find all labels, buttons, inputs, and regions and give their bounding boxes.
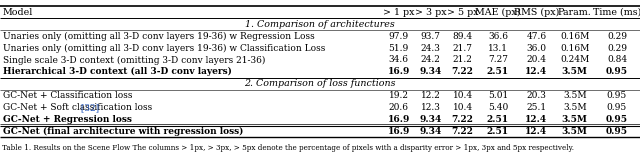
Text: 3.5M: 3.5M <box>562 67 588 76</box>
Text: 2.51: 2.51 <box>487 115 509 124</box>
Text: 0.95: 0.95 <box>606 115 628 124</box>
Text: 20.6: 20.6 <box>388 103 409 112</box>
Text: 7.22: 7.22 <box>452 127 474 136</box>
Text: 0.16M: 0.16M <box>560 32 589 41</box>
Text: 20.4: 20.4 <box>526 55 547 64</box>
Text: Model: Model <box>3 8 33 17</box>
Text: 97.9: 97.9 <box>388 32 409 41</box>
Text: 0.95: 0.95 <box>606 67 628 76</box>
Text: 0.24M: 0.24M <box>560 55 589 64</box>
Text: 21.2: 21.2 <box>452 55 473 64</box>
Text: 7.22: 7.22 <box>452 67 474 76</box>
Text: 9.34: 9.34 <box>420 67 442 76</box>
Text: 47.6: 47.6 <box>526 32 547 41</box>
Text: 36.0: 36.0 <box>526 44 547 53</box>
Text: Single scale 3-D context (omitting 3-D conv layers 21-36): Single scale 3-D context (omitting 3-D c… <box>3 55 265 64</box>
Text: 13.1: 13.1 <box>488 44 508 53</box>
Text: 5.40: 5.40 <box>488 103 508 112</box>
Text: 0.84: 0.84 <box>607 55 627 64</box>
Text: 89.4: 89.4 <box>452 32 473 41</box>
Text: 16.9: 16.9 <box>388 67 410 76</box>
Text: 0.95: 0.95 <box>607 103 627 112</box>
Text: 16.9: 16.9 <box>388 127 410 136</box>
Text: 2.51: 2.51 <box>487 67 509 76</box>
Text: > 3 px: > 3 px <box>415 8 447 17</box>
Text: GC-Net (final architecture with regression loss): GC-Net (final architecture with regressi… <box>3 127 243 136</box>
Text: > 1 px: > 1 px <box>383 8 415 17</box>
Text: 12.4: 12.4 <box>525 127 547 136</box>
Text: 24.3: 24.3 <box>420 44 441 53</box>
Text: Table 1. Results on the Scene Flow The columns > 1px, > 3px, > 5px denote the pe: Table 1. Results on the Scene Flow The c… <box>2 144 574 152</box>
Text: GC-Net + Soft classification loss: GC-Net + Soft classification loss <box>3 103 152 112</box>
Text: > 5 px: > 5 px <box>447 8 479 17</box>
Text: 9.34: 9.34 <box>420 127 442 136</box>
Text: 2.51: 2.51 <box>487 127 509 136</box>
Text: 16.9: 16.9 <box>388 115 410 124</box>
Text: 10.4: 10.4 <box>452 103 473 112</box>
Text: 24.2: 24.2 <box>420 55 441 64</box>
Text: Unaries only (omitting all 3-D conv layers 19-36) w Regression Loss: Unaries only (omitting all 3-D conv laye… <box>3 32 314 41</box>
Text: 9.34: 9.34 <box>420 115 442 124</box>
Text: 1. Comparison of architectures: 1. Comparison of architectures <box>245 20 395 29</box>
Text: 51.9: 51.9 <box>388 44 409 53</box>
Text: 3.5M: 3.5M <box>563 91 586 100</box>
Text: RMS (px): RMS (px) <box>514 8 559 17</box>
Text: 3.5M: 3.5M <box>562 115 588 124</box>
Text: 10.4: 10.4 <box>452 91 473 100</box>
Text: 5.01: 5.01 <box>488 91 508 100</box>
Text: 0.95: 0.95 <box>606 127 628 136</box>
Text: [32]: [32] <box>77 103 99 112</box>
Text: 36.6: 36.6 <box>488 32 508 41</box>
Text: 12.3: 12.3 <box>420 103 441 112</box>
Text: 20.3: 20.3 <box>526 91 547 100</box>
Text: 12.4: 12.4 <box>525 115 547 124</box>
Text: Time (ms): Time (ms) <box>593 8 640 17</box>
Text: 21.7: 21.7 <box>452 44 473 53</box>
Text: MAE (px): MAE (px) <box>475 8 521 17</box>
Text: 12.2: 12.2 <box>420 91 441 100</box>
Text: 0.95: 0.95 <box>607 91 627 100</box>
Text: GC-Net + Classification loss: GC-Net + Classification loss <box>3 91 132 100</box>
Text: 2. Comparison of loss functions: 2. Comparison of loss functions <box>244 79 396 88</box>
Text: 0.29: 0.29 <box>607 44 627 53</box>
Text: Param.: Param. <box>558 8 591 17</box>
Text: 7.22: 7.22 <box>452 115 474 124</box>
Text: 19.2: 19.2 <box>388 91 409 100</box>
Text: 0.16M: 0.16M <box>560 44 589 53</box>
Text: 3.5M: 3.5M <box>563 103 586 112</box>
Text: Hierarchical 3-D context (all 3-D conv layers): Hierarchical 3-D context (all 3-D conv l… <box>3 67 232 76</box>
Text: 34.6: 34.6 <box>388 55 409 64</box>
Text: 25.1: 25.1 <box>526 103 547 112</box>
Text: 12.4: 12.4 <box>525 67 547 76</box>
Text: Unaries only (omitting all 3-D conv layers 19-36) w Classification Loss: Unaries only (omitting all 3-D conv laye… <box>3 43 325 53</box>
Text: 7.27: 7.27 <box>488 55 508 64</box>
Text: 93.7: 93.7 <box>420 32 441 41</box>
Text: GC-Net + Regression loss: GC-Net + Regression loss <box>3 115 131 124</box>
Text: 3.5M: 3.5M <box>562 127 588 136</box>
Text: 0.29: 0.29 <box>607 32 627 41</box>
